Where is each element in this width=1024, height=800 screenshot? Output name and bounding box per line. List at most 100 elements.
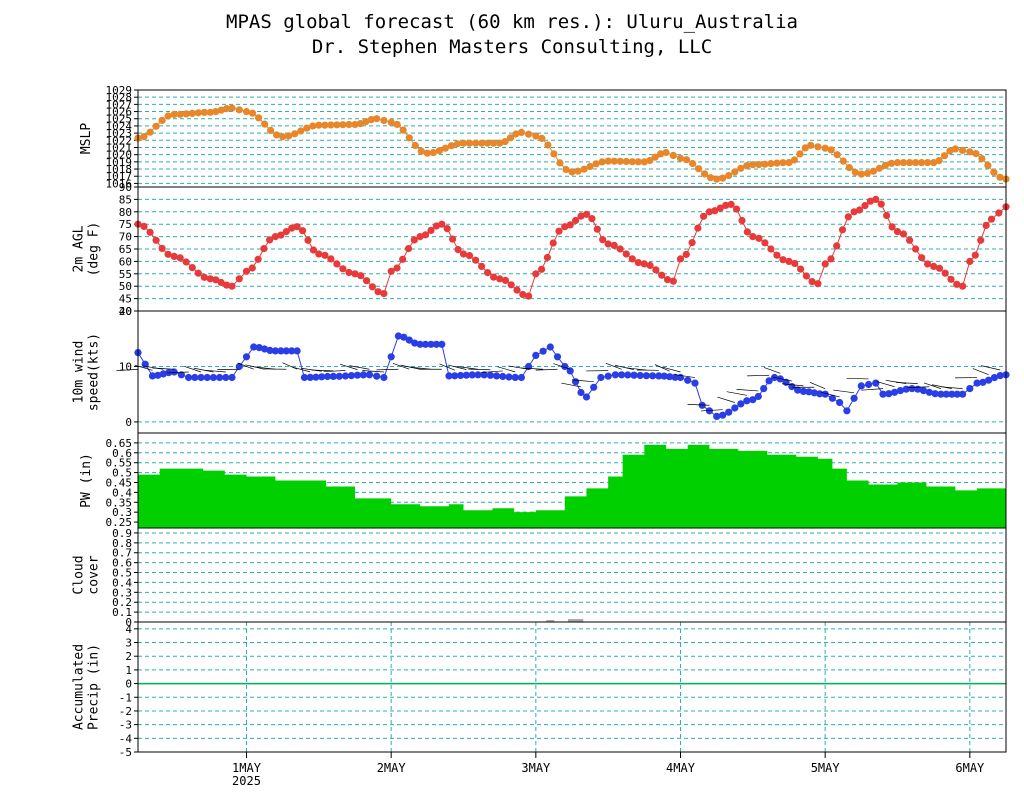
temp-point (622, 250, 630, 258)
wind-barb-icon (311, 369, 334, 372)
precip-ytick-label: 1 (125, 664, 132, 677)
mslp-point (951, 145, 960, 153)
wind-point (505, 373, 513, 381)
mslp-point (285, 132, 293, 140)
wind-point (931, 390, 939, 398)
wind-point (896, 387, 905, 395)
mslp-point (586, 162, 594, 171)
wind-point (261, 345, 269, 353)
mslp-point (767, 160, 775, 168)
mslp-point (550, 150, 558, 158)
temp-point (478, 262, 486, 270)
mslp-point (367, 116, 375, 124)
mslp-point (484, 139, 492, 147)
pw-ytick-label: 0.3 (112, 506, 132, 519)
wind-barb-icon (717, 396, 735, 403)
wind-point (177, 371, 185, 379)
mslp-point (212, 108, 220, 116)
mslp-point (525, 130, 533, 138)
temp-point (164, 250, 172, 258)
temp-point (947, 275, 955, 283)
temp-line (137, 198, 1007, 297)
temp-point (827, 255, 835, 263)
wind-point (405, 336, 413, 344)
temp-point (761, 239, 769, 247)
temp-point (188, 264, 196, 272)
wind-point (879, 390, 887, 398)
wind-point (185, 373, 193, 382)
wind-barb-icon (654, 364, 670, 372)
temp-point (421, 231, 430, 239)
precip-ylabel: Accumulated (72, 644, 87, 730)
wind-point (486, 371, 494, 379)
mslp-point (327, 121, 335, 129)
temp-point (604, 240, 612, 248)
mslp-point (857, 170, 865, 178)
wind-barb-icon (572, 379, 594, 383)
x-tick-label: 3MAY (521, 761, 551, 775)
wind-point (743, 397, 751, 405)
temp-point (304, 236, 312, 244)
wind-point (942, 390, 950, 398)
wind-point (216, 373, 224, 382)
temp-point (941, 269, 949, 277)
temp-point (785, 257, 793, 265)
cloud-ytick-label: 0.4 (112, 576, 132, 589)
wind-point (566, 367, 574, 375)
mslp-point (423, 149, 431, 157)
mslp-point (235, 106, 243, 114)
wind-barb-icon (736, 389, 759, 392)
wind-point (293, 347, 301, 355)
wind-point (228, 373, 236, 382)
mslp-point (194, 109, 202, 117)
wind-point (760, 385, 768, 393)
temp-point (688, 239, 696, 247)
temp-point (773, 251, 781, 259)
temp-point (490, 273, 498, 281)
wind-point (191, 373, 199, 382)
temp-point (182, 258, 190, 266)
mslp-point (651, 153, 659, 161)
cloud-ytick-label: 0.2 (112, 596, 132, 609)
wind-point (546, 343, 554, 351)
wind-barb-icon (923, 382, 942, 389)
wind-point (255, 344, 263, 352)
temp-point (374, 288, 382, 296)
mslp-point (628, 158, 636, 166)
mslp-point (996, 173, 1004, 181)
wind-point (624, 371, 632, 379)
wind-barb-icon (861, 388, 884, 391)
mslp-point (356, 120, 364, 128)
wind-barb-icon (349, 365, 370, 370)
wind-barb-icon (625, 367, 647, 371)
wind-barb-icon (508, 365, 529, 370)
mslp-point (924, 159, 932, 167)
temp-point (935, 264, 944, 272)
wind-point (590, 383, 598, 391)
wind-point (445, 372, 453, 380)
temp-point (821, 260, 829, 268)
mslp-point (604, 157, 612, 165)
temp-point (242, 267, 251, 275)
mslp-point (592, 160, 600, 168)
mslp-point (465, 139, 474, 147)
mslp-point (990, 168, 998, 176)
temp-point (577, 212, 585, 220)
mslp-point (223, 105, 231, 113)
mslp-point (580, 165, 588, 173)
wind-point (400, 333, 408, 341)
wind-point (457, 371, 465, 380)
wind-point (691, 379, 699, 387)
chart-title: MPAS global forecast (60 km res.): Uluru… (226, 11, 798, 33)
mslp-point (827, 146, 835, 154)
cloud-ytick-label: 0.7 (112, 547, 132, 560)
mslp-point (435, 147, 443, 155)
mslp-point (387, 118, 395, 126)
mslp-point (459, 139, 468, 147)
mslp-point (966, 148, 974, 156)
mslp-ytick-label: 1021 (106, 141, 133, 154)
temp-point (228, 282, 236, 290)
wind-point (517, 373, 526, 382)
wind-point (885, 390, 893, 398)
temp-point (282, 228, 290, 236)
